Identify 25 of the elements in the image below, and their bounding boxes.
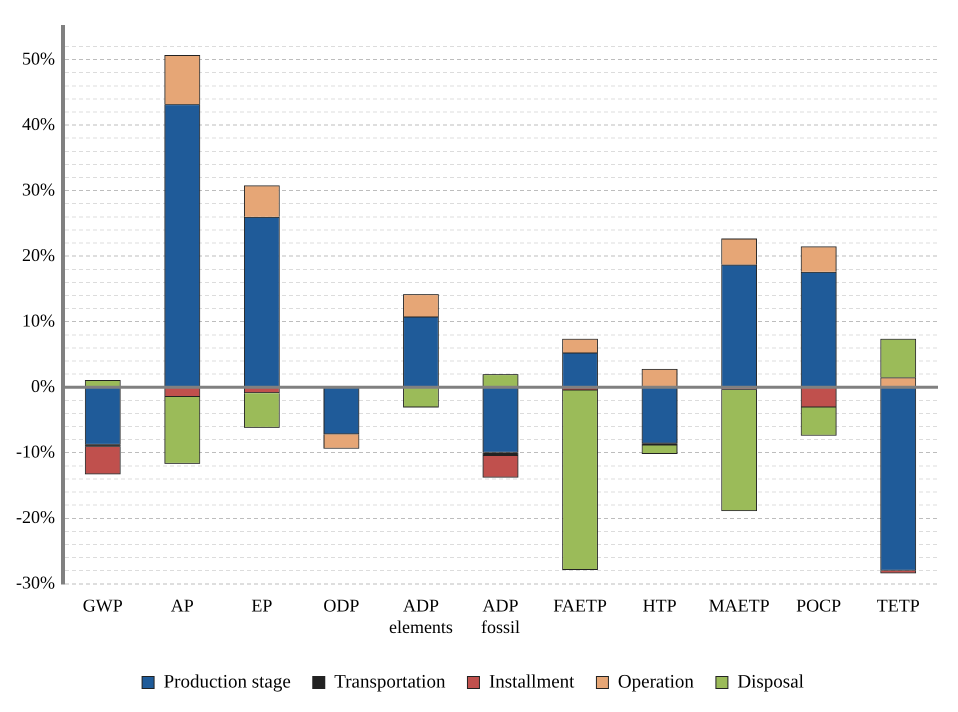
x-tick-label: TETP bbox=[876, 595, 920, 616]
x-tick-label: AP bbox=[170, 595, 194, 616]
y-tick-label: 0% bbox=[30, 376, 55, 396]
y-tick-label: -10% bbox=[16, 441, 55, 462]
y-tick-label: 40% bbox=[22, 114, 55, 134]
y-tick-label: 10% bbox=[22, 310, 55, 330]
x-tick-label: ADP fossil bbox=[480, 595, 520, 637]
x-tick-label: GWP bbox=[82, 595, 123, 616]
x-tick-label: POCP bbox=[796, 595, 842, 616]
y-tick-label: 50% bbox=[22, 48, 55, 68]
x-tick-label: EP bbox=[251, 595, 272, 616]
y-tick-label: 20% bbox=[22, 244, 55, 265]
y-tick-label: -30% bbox=[16, 572, 55, 593]
x-tick-label: ODP bbox=[323, 595, 360, 616]
y-tick-label: 30% bbox=[22, 179, 55, 200]
x-tick-label: MAETP bbox=[708, 595, 770, 616]
legend-label: Disposal bbox=[737, 671, 804, 692]
legend-label: Operation bbox=[618, 671, 694, 692]
legend-label: Installment bbox=[488, 671, 576, 692]
legend-label: Transportation bbox=[334, 671, 446, 692]
x-tick-label: HTP bbox=[642, 595, 677, 616]
x-tick-label: FAETP bbox=[553, 595, 607, 616]
y-tick-label: -20% bbox=[16, 507, 55, 528]
legend-label: Production stage bbox=[164, 671, 291, 692]
x-tick-label: ADP elements bbox=[388, 595, 453, 637]
